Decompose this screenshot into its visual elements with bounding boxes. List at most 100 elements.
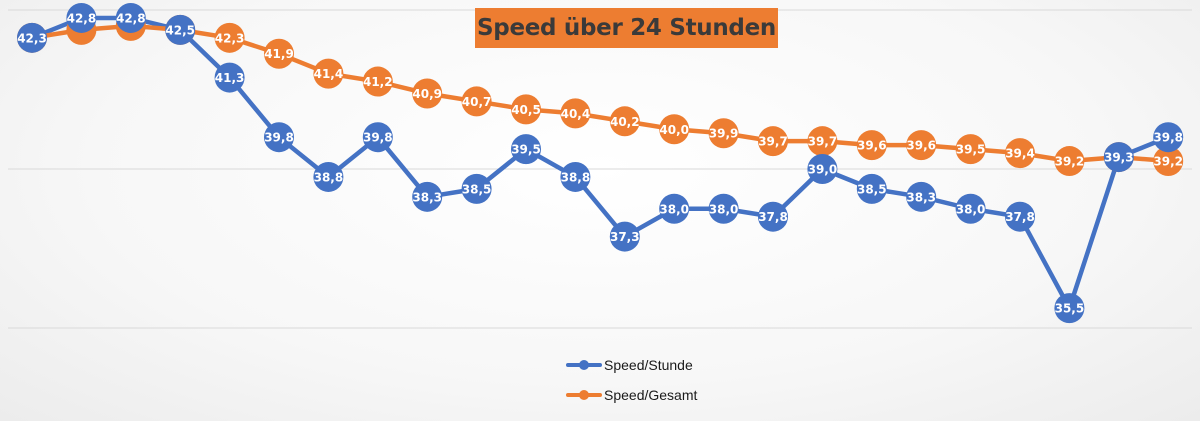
data-label: 39,7: [758, 135, 788, 149]
marker: [115, 2, 146, 33]
marker: [1153, 122, 1184, 153]
legend: Speed/Stunde Speed/Gesamt: [566, 350, 697, 410]
marker: [1005, 138, 1035, 169]
marker: [461, 86, 492, 117]
data-label: 37,8: [758, 210, 788, 224]
data-label: 41,4: [314, 67, 344, 81]
data-point-speed-stunde: 42,5: [165, 14, 196, 45]
data-label: 42,3: [17, 31, 47, 45]
legend-item-speed-gesamt[interactable]: Speed/Gesamt: [566, 380, 697, 410]
data-point-speed-stunde: 39,0: [807, 154, 838, 184]
data-point-speed-stunde: 38,0: [659, 193, 690, 224]
data-label: 39,3: [1104, 151, 1134, 165]
marker: [560, 98, 591, 129]
marker: [412, 181, 443, 212]
data-label: 39,0: [808, 163, 838, 177]
data-label: 40,7: [462, 95, 492, 109]
data-point-speed-stunde: 38,8: [313, 161, 344, 192]
marker: [264, 38, 294, 69]
data-point-speed-stunde: 38,3: [412, 181, 443, 212]
marker: [214, 22, 245, 53]
data-point-speed-stunde: 38,5: [461, 173, 492, 204]
series-line-speed-stunde: [29, 15, 1171, 311]
marker: [511, 94, 541, 125]
data-label: 38,8: [561, 170, 591, 184]
marker: [609, 221, 640, 252]
data-point-speed-gesamt: 42,3: [214, 22, 245, 53]
marker: [659, 114, 690, 145]
data-point-speed-gesamt: 39,7: [807, 126, 838, 157]
data-point-speed-gesamt: 40,2: [609, 106, 640, 137]
data-point-speed-stunde: 38,3: [906, 181, 937, 212]
data-point-speed-gesamt: 40,7: [461, 86, 492, 117]
data-label: 38,0: [709, 202, 739, 216]
marker: [1054, 146, 1085, 177]
data-point-speed-gesamt: 40,9: [412, 78, 443, 109]
data-label: 39,6: [857, 139, 887, 153]
marker: [362, 66, 393, 97]
data-label: 41,3: [215, 71, 245, 85]
data-label: 42,8: [67, 11, 97, 25]
data-label: 39,2: [1055, 155, 1085, 169]
data-point-speed-gesamt: 39,7: [758, 126, 788, 157]
data-label: 37,8: [1005, 210, 1035, 224]
data-point-speed-gesamt: 39,5: [955, 134, 986, 165]
data-point-speed-stunde: 39,8: [362, 122, 393, 153]
data-label: 40,0: [659, 123, 689, 137]
data-label: 41,2: [363, 75, 393, 89]
marker: [906, 130, 937, 161]
marker: [214, 62, 245, 93]
data-label: 38,3: [412, 190, 442, 204]
legend-swatch-speed-gesamt: [566, 388, 602, 402]
data-label: 38,8: [314, 170, 344, 184]
gridlines: [8, 9, 1192, 329]
data-label: 39,8: [363, 131, 393, 145]
data-point-speed-stunde: 39,8: [264, 122, 294, 153]
data-point-speed-gesamt: 39,6: [856, 130, 887, 161]
legend-item-speed-stunde[interactable]: Speed/Stunde: [566, 350, 697, 380]
data-label: 40,4: [561, 107, 591, 121]
data-label: 39,5: [511, 143, 541, 157]
marker: [955, 134, 986, 165]
data-points: 42,3 42,5 42,3 41,9 41,4 41,2 40,9 40,7 40,5 40,4…: [17, 2, 1184, 324]
data-label: 39,6: [906, 139, 936, 153]
data-point-speed-stunde: 39,3: [1103, 142, 1134, 173]
data-point-speed-gesamt: 40,5: [511, 94, 541, 125]
data-label: 38,5: [857, 182, 887, 196]
data-point-speed-gesamt: 39,2: [1153, 146, 1184, 177]
marker: [17, 22, 47, 53]
data-label: 35,5: [1055, 302, 1085, 316]
data-label: 40,2: [610, 115, 640, 129]
series-lines: [29, 15, 1171, 311]
data-point-speed-stunde: 38,0: [708, 193, 739, 224]
marker: [560, 161, 591, 192]
data-point-speed-stunde: 41,3: [214, 62, 245, 93]
marker: [165, 14, 196, 45]
data-point-speed-stunde: 42,8: [115, 2, 146, 33]
data-point-speed-stunde: 39,8: [1153, 122, 1184, 153]
data-point-speed-stunde: 37,3: [609, 221, 640, 252]
marker: [66, 2, 97, 33]
data-label: 38,3: [906, 190, 936, 204]
marker: [511, 134, 541, 165]
data-label: 38,5: [462, 182, 492, 196]
legend-label-speed-stunde: Speed/Stunde: [604, 357, 693, 373]
data-label: 41,9: [264, 47, 294, 61]
marker: [708, 193, 739, 224]
data-label: 37,3: [610, 230, 640, 244]
marker: [856, 130, 887, 161]
marker: [955, 193, 986, 224]
data-point-speed-stunde: 37,8: [758, 201, 788, 232]
marker: [461, 173, 492, 204]
marker: [1005, 201, 1035, 232]
data-label: 39,7: [808, 135, 838, 149]
data-point-speed-stunde: 42,3: [17, 22, 47, 53]
data-label: 42,3: [215, 31, 245, 45]
marker: [708, 118, 739, 149]
marker: [758, 126, 788, 157]
data-label: 39,5: [956, 143, 986, 157]
data-point-speed-gesamt: 39,9: [708, 118, 739, 149]
marker: [609, 106, 640, 137]
data-label: 39,8: [1153, 131, 1183, 145]
